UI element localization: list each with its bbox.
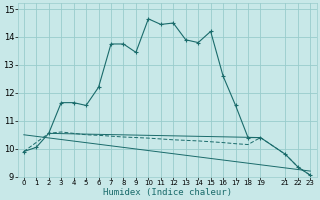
X-axis label: Humidex (Indice chaleur): Humidex (Indice chaleur)	[102, 188, 232, 197]
